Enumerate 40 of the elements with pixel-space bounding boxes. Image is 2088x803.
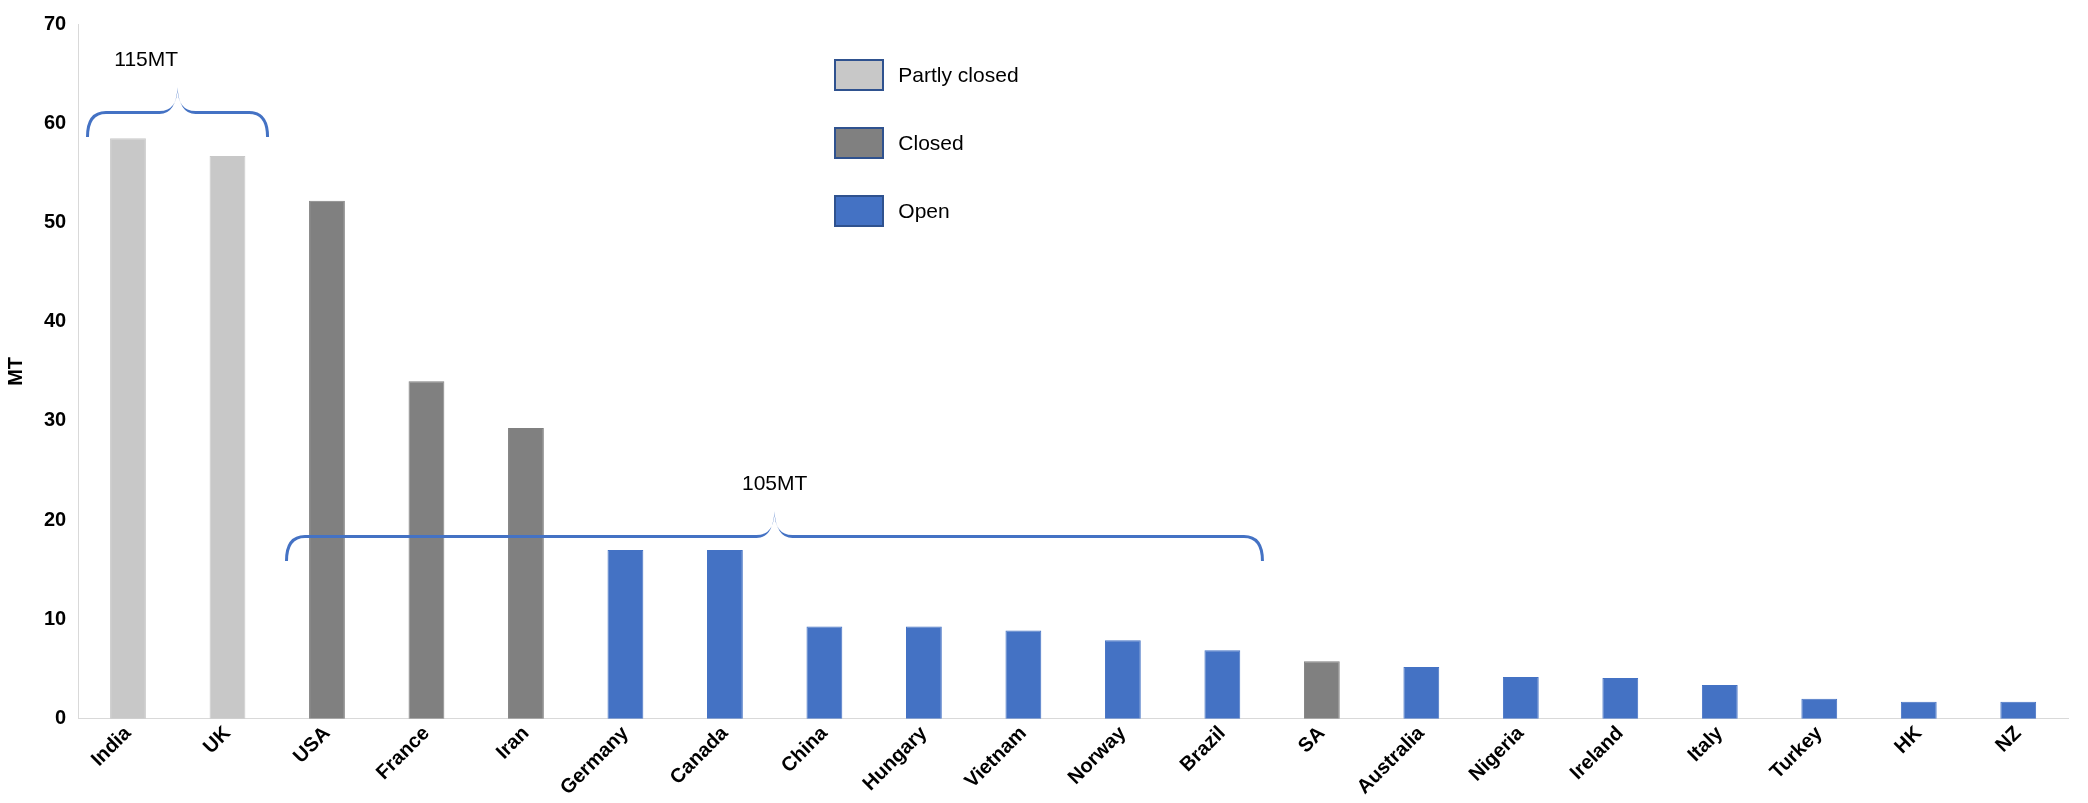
x-tick-label: Iran [491, 721, 533, 763]
bar [1204, 650, 1241, 719]
legend-label: Open [898, 199, 950, 223]
x-tick-label: NZ [1990, 721, 2025, 756]
x-tick-label: USA [288, 721, 334, 767]
bar [508, 427, 544, 719]
annotation: 105MT [741, 470, 808, 494]
y-tick-label: 0 [55, 706, 67, 729]
bar [607, 550, 644, 719]
bar [1602, 678, 1639, 719]
bar [1701, 684, 1738, 719]
bar [1303, 661, 1340, 719]
bar [1502, 677, 1539, 719]
bar [110, 138, 146, 719]
bar [209, 156, 246, 719]
bar [309, 200, 345, 719]
legend-label: Closed [898, 131, 964, 155]
bar [408, 381, 445, 719]
bar [707, 550, 743, 719]
y-tick-label: 50 [44, 210, 67, 233]
x-tick-label: SA [1293, 721, 1329, 757]
annotation: 115MT [114, 47, 179, 71]
bar [1801, 698, 1838, 719]
bar [1104, 640, 1141, 719]
bar [2000, 701, 2037, 719]
y-tick-label: 60 [44, 110, 67, 133]
y-axis-title: MT [3, 356, 26, 386]
bar [905, 626, 942, 719]
y-tick-label: 40 [44, 309, 67, 332]
y-tick-label: 70 [44, 11, 67, 34]
bar [1403, 667, 1440, 719]
bar [1900, 701, 1937, 719]
x-tick-label: UK [198, 720, 235, 758]
bar [806, 626, 843, 719]
y-tick-label: 10 [44, 606, 67, 629]
y-tick-label: 30 [44, 408, 67, 431]
bar [1005, 630, 1042, 719]
y-tick-label: 20 [44, 507, 67, 530]
x-tick-label: HK [1889, 720, 1926, 758]
legend-label: Partly closed [898, 63, 1019, 87]
